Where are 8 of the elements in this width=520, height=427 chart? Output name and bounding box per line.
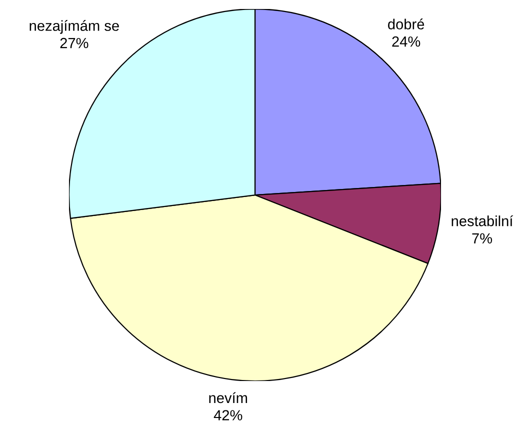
data-label: 7% (472, 233, 492, 244)
slice-label: nestabilní (452, 215, 514, 226)
data-label: 42% (214, 410, 242, 420)
slice-label: dobré (388, 18, 424, 30)
slice-label: nezajímám se (30, 20, 119, 34)
slice-label: nevím (209, 392, 248, 404)
data-label: 27% (60, 38, 88, 48)
data-label: 24% (392, 36, 420, 47)
